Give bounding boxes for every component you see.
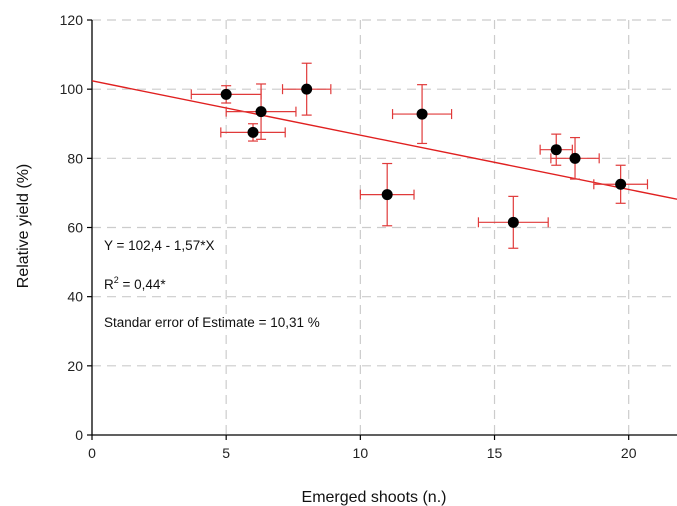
data-point bbox=[507, 216, 519, 228]
x-tick-label: 0 bbox=[88, 445, 96, 461]
data-point bbox=[615, 178, 627, 190]
equation-annotation: Y = 102,4 - 1,57*X bbox=[104, 238, 214, 253]
data-points bbox=[220, 83, 627, 228]
data-point bbox=[569, 152, 581, 164]
r-squared-prefix: R bbox=[104, 277, 114, 292]
x-tick-label: 5 bbox=[222, 445, 230, 461]
data-point bbox=[550, 144, 562, 156]
y-tick-label: 80 bbox=[67, 150, 83, 166]
data-point bbox=[220, 88, 232, 100]
r-squared-value: = 0,44* bbox=[119, 277, 167, 292]
data-point bbox=[255, 106, 267, 118]
data-point bbox=[416, 108, 428, 120]
data-point bbox=[381, 189, 393, 201]
x-tick-label: 20 bbox=[621, 445, 637, 461]
y-axis-ticks: 0 20 40 60 80 100 120 bbox=[60, 12, 92, 443]
x-axis-title: Emerged shoots (n.) bbox=[302, 489, 447, 506]
y-axis-title: Relative yield (%) bbox=[15, 164, 32, 288]
y-tick-label: 20 bbox=[67, 358, 83, 374]
regression-line bbox=[91, 80, 677, 200]
y-tick-label: 40 bbox=[67, 289, 83, 305]
standard-error-annotation: Standar error of Estimate = 10,31 % bbox=[104, 315, 320, 330]
x-tick-label: 10 bbox=[353, 445, 369, 461]
x-axis-ticks: 0 5 10 15 20 bbox=[88, 435, 637, 461]
data-point bbox=[247, 126, 259, 138]
x-tick-label: 15 bbox=[487, 445, 503, 461]
grid-lines bbox=[92, 19, 677, 435]
r-squared-superscript: 2 bbox=[114, 275, 119, 285]
regression-line-group bbox=[91, 80, 677, 200]
y-tick-label: 100 bbox=[60, 81, 84, 97]
y-tick-label: 120 bbox=[60, 12, 84, 28]
y-tick-label: 0 bbox=[75, 427, 83, 443]
r-squared-annotation: R2 = 0,44* bbox=[104, 275, 166, 292]
data-point bbox=[301, 83, 313, 95]
y-tick-label: 60 bbox=[67, 220, 83, 236]
